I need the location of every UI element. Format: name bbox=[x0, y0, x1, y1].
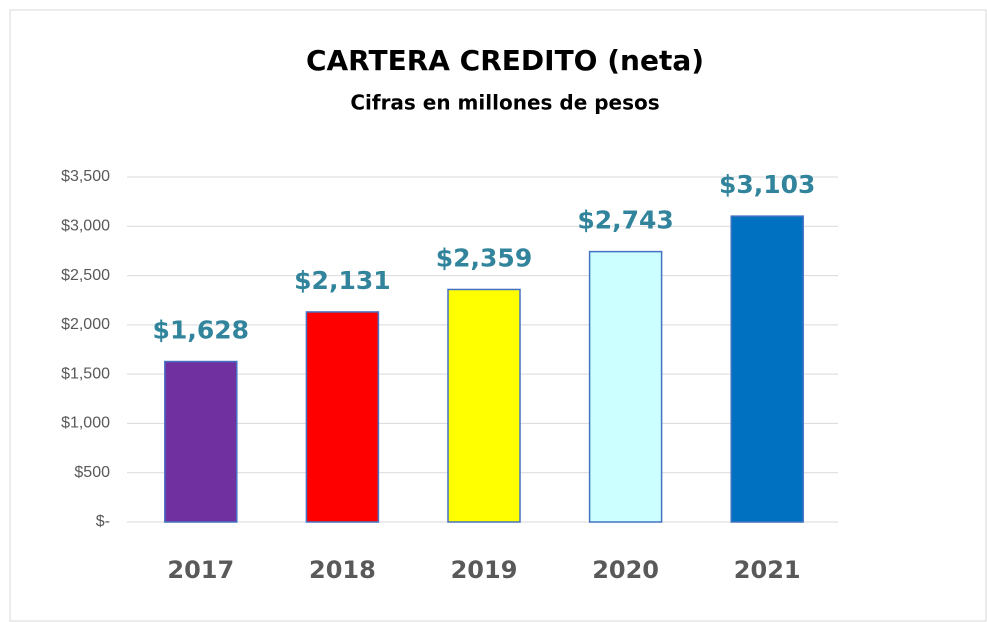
y-tick-label: $2,500 bbox=[61, 267, 110, 284]
y-tick-label: $2,000 bbox=[61, 316, 110, 333]
x-tick-label: 2018 bbox=[309, 556, 376, 584]
bar bbox=[447, 288, 521, 523]
value-label: $2,359 bbox=[436, 243, 532, 272]
value-label: $3,103 bbox=[719, 170, 815, 199]
bar bbox=[164, 360, 238, 523]
x-tick-label: 2021 bbox=[734, 556, 801, 584]
chart-subtitle: Cifras en millones de pesos bbox=[350, 91, 659, 115]
value-label: $2,131 bbox=[294, 266, 390, 295]
y-tick-label: $500 bbox=[74, 464, 110, 481]
x-tick-label: 2019 bbox=[451, 556, 518, 584]
x-tick-label: 2017 bbox=[167, 556, 234, 584]
value-label: $1,628 bbox=[153, 316, 249, 345]
chart-title: CARTERA CREDITO (neta) bbox=[306, 44, 704, 77]
bar bbox=[730, 215, 804, 523]
x-tick-label: 2020 bbox=[592, 556, 659, 584]
y-tick-label: $3,500 bbox=[61, 168, 110, 185]
bar bbox=[305, 311, 380, 523]
y-tick-label: $1,500 bbox=[61, 365, 110, 382]
value-label: $2,743 bbox=[577, 206, 673, 235]
bar bbox=[588, 250, 663, 523]
y-tick-label: $- bbox=[96, 513, 110, 530]
y-tick-label: $3,000 bbox=[61, 218, 110, 235]
y-tick-label: $1,000 bbox=[61, 415, 110, 432]
